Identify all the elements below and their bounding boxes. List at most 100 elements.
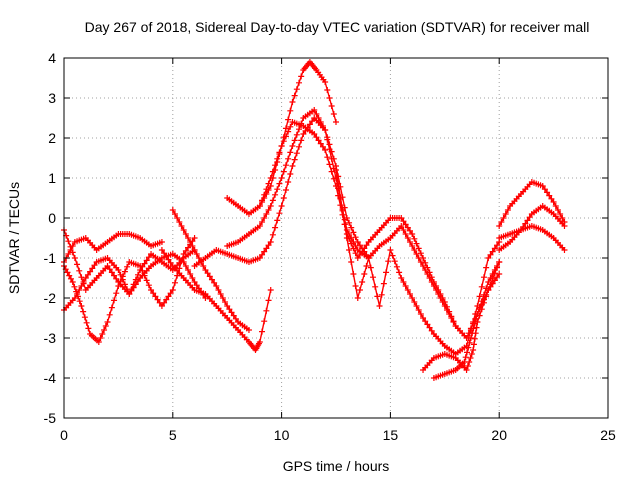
data-point [130,284,137,291]
data-point [343,235,350,241]
data-point [108,304,115,311]
data-point [328,103,335,109]
data-point [115,283,122,289]
data-point [462,354,469,361]
data-point [561,223,568,229]
data-point [378,291,385,298]
data-point [435,287,442,293]
data-point [145,254,152,261]
data-point [356,242,363,249]
data-point [467,335,474,341]
data-point [265,297,272,304]
axis-ticks [63,57,609,419]
data-point [413,303,420,309]
data-point [263,245,270,252]
data-point [150,290,157,297]
data-point [485,287,492,293]
data-point [219,295,226,301]
data-point [285,116,292,123]
data-point [272,162,279,169]
data-point [468,351,475,357]
data-point [350,245,357,252]
data-point [101,327,108,333]
data-point [471,320,478,327]
series-track-2 [61,235,198,345]
data-point [121,268,128,275]
data-point [189,243,196,249]
data-point [391,258,398,265]
data-point [71,255,78,261]
data-point [180,251,187,257]
data-point [348,259,355,265]
y-tick-label: -3 [44,330,57,346]
data-point [420,315,427,321]
data-point [409,295,416,301]
data-point [259,328,266,335]
data-point [473,324,480,331]
data-point [285,128,292,135]
data-point [494,264,501,271]
data-point [491,245,498,252]
data-point [200,263,207,269]
data-point [341,221,348,228]
data-point [185,244,192,251]
data-point [285,179,292,185]
data-point [313,111,320,117]
data-point [185,235,192,241]
data-point [67,275,74,282]
data-point [261,215,268,221]
data-point [287,107,294,114]
data-point [483,264,490,271]
data-point [322,79,329,85]
data-point [467,355,474,361]
data-point [263,307,270,314]
data-point [494,274,501,281]
data-point [485,255,492,261]
data-point [363,242,370,249]
x-tick-labels: 0 5 10 15 20 25 [60,427,616,443]
data-point [108,269,115,276]
data-point [256,223,263,229]
data-point [124,286,131,293]
data-point [480,296,487,303]
data-point [402,231,409,237]
grid-lines [64,58,608,418]
data-point [402,221,409,228]
data-point [466,339,473,346]
data-point [422,259,429,266]
data-point [158,239,165,245]
data-point [337,202,344,209]
data-point [324,87,331,93]
series-track-14 [496,179,568,229]
data-point [137,263,144,269]
data-point [333,119,339,125]
data-point [204,270,211,277]
y-tick-label: -1 [44,250,57,266]
data-point [289,163,296,169]
data-point [557,211,564,217]
data-point [145,282,152,289]
data-point [465,344,472,351]
data-point [167,290,174,297]
data-series [61,59,568,381]
data-point [315,115,322,121]
data-point [311,107,318,113]
data-point [282,162,289,169]
data-point [287,123,294,130]
data-point [265,207,272,213]
data-point [400,218,407,225]
data-point [398,223,405,229]
data-point [352,283,359,289]
series-line [498,181,566,227]
data-point [289,99,296,105]
data-point [498,219,505,225]
series-track-16 [496,203,568,253]
data-point [330,175,337,182]
data-point [473,315,480,322]
data-point [439,295,446,301]
data-point [422,318,429,325]
data-point [476,293,483,300]
data-point [289,143,296,149]
data-point [285,155,292,162]
data-point [383,269,390,276]
